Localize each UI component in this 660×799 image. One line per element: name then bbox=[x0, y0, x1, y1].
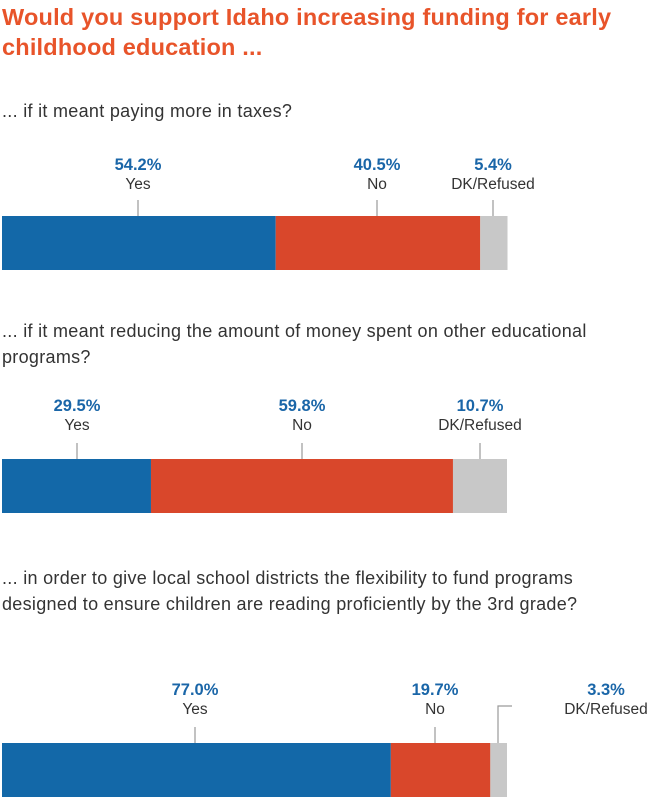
value-label-no-1: 40.5% bbox=[354, 156, 401, 174]
value-label-yes-2: 29.5% bbox=[54, 397, 101, 415]
category-label-no-2: No bbox=[292, 417, 312, 434]
question-3: ... in order to give local school distri… bbox=[2, 568, 578, 614]
category-label-no-3: No bbox=[425, 701, 445, 718]
bar-segment-dk-1 bbox=[480, 216, 508, 270]
value-label-yes-3: 77.0% bbox=[172, 681, 219, 699]
category-label-dk-3: DK/Refused bbox=[564, 701, 648, 718]
bar-segment-yes-2 bbox=[2, 459, 151, 513]
bar-segment-yes-3 bbox=[2, 743, 391, 797]
value-label-dk-1: 5.4% bbox=[474, 156, 512, 174]
bar-segment-no-1 bbox=[275, 216, 481, 270]
bar-segment-dk-3 bbox=[490, 743, 507, 797]
bar-segment-no-3 bbox=[390, 743, 491, 797]
category-label-dk-1: DK/Refused bbox=[451, 176, 535, 193]
bar-segment-yes-1 bbox=[2, 216, 276, 270]
category-label-yes-3: Yes bbox=[182, 701, 208, 718]
bar-segment-dk-2 bbox=[452, 459, 507, 513]
category-label-dk-2: DK/Refused bbox=[438, 417, 522, 434]
chart-title: Would you support Idaho increasing fundi… bbox=[2, 4, 612, 60]
bar-segment-no-2 bbox=[150, 459, 453, 513]
category-label-yes-2: Yes bbox=[64, 417, 90, 434]
category-label-no-1: No bbox=[367, 176, 387, 193]
value-label-no-2: 59.8% bbox=[279, 397, 326, 415]
value-label-dk-3: 3.3% bbox=[587, 681, 625, 699]
value-label-yes-1: 54.2% bbox=[115, 156, 162, 174]
value-label-dk-2: 10.7% bbox=[457, 397, 504, 415]
category-label-yes-1: Yes bbox=[125, 176, 151, 193]
value-label-no-3: 19.7% bbox=[412, 681, 459, 699]
question-2: ... if it meant reducing the amount of m… bbox=[2, 321, 587, 367]
question-1: ... if it meant paying more in taxes? bbox=[2, 101, 293, 121]
leader-line-dk-3 bbox=[497, 705, 512, 743]
